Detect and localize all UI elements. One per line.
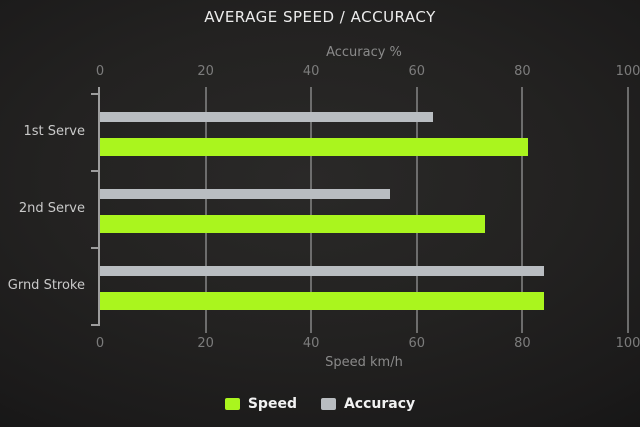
tick-label-40: 40 bbox=[302, 64, 320, 79]
category-labels: 1st Serve 2nd Serve Grnd Stroke bbox=[0, 0, 85, 427]
gridline-20 bbox=[204, 87, 207, 333]
tick-label-100: 100 bbox=[615, 336, 640, 351]
plot-area bbox=[91, 87, 629, 333]
tick-label-40: 40 bbox=[302, 336, 320, 351]
top-axis-ticks: 0 20 40 60 80 100 bbox=[0, 64, 640, 80]
bar-accuracy-2[interactable] bbox=[100, 266, 544, 276]
tick-label-100: 100 bbox=[615, 64, 640, 79]
legend-swatch-accuracy bbox=[320, 398, 336, 410]
legend-swatch-speed bbox=[224, 398, 240, 410]
category-axis-tick-1 bbox=[91, 170, 99, 172]
category-label-0: 1st Serve bbox=[23, 123, 85, 139]
bar-accuracy-0[interactable] bbox=[100, 112, 433, 122]
category-axis-tick-2 bbox=[91, 247, 99, 249]
bar-speed-0[interactable] bbox=[100, 138, 528, 156]
chart-title: AVERAGE SPEED / ACCURACY bbox=[204, 8, 436, 26]
category-label-1: 2nd Serve bbox=[18, 200, 85, 216]
legend-label-speed: Speed bbox=[247, 396, 297, 412]
category-label-2: Grnd Stroke bbox=[7, 277, 85, 293]
tick-label-60: 60 bbox=[408, 336, 426, 351]
tick-label-0: 0 bbox=[95, 64, 105, 79]
tick-label-80: 80 bbox=[514, 64, 531, 79]
tick-label-0: 0 bbox=[95, 336, 105, 351]
gridline-40 bbox=[310, 87, 313, 333]
legend-item-accuracy[interactable]: Accuracy bbox=[320, 396, 416, 412]
bar-speed-1[interactable] bbox=[100, 215, 486, 233]
gridline-80 bbox=[521, 87, 524, 333]
legend-item-speed[interactable]: Speed bbox=[224, 396, 297, 412]
top-axis-title: Accuracy % bbox=[326, 45, 402, 60]
tick-label-80: 80 bbox=[514, 336, 531, 351]
bottom-axis-ticks: 0 20 40 60 80 100 bbox=[0, 336, 640, 352]
tick-label-20: 20 bbox=[197, 64, 214, 79]
gridline-100 bbox=[627, 87, 629, 333]
bar-speed-2[interactable] bbox=[100, 292, 544, 310]
tick-label-60: 60 bbox=[408, 64, 426, 79]
category-axis-tick-0 bbox=[91, 93, 99, 95]
category-axis-line bbox=[98, 87, 100, 326]
legend: Speed Accuracy bbox=[0, 396, 640, 412]
tick-label-20: 20 bbox=[197, 336, 214, 351]
bar-accuracy-1[interactable] bbox=[100, 189, 391, 199]
gridline-60 bbox=[415, 87, 418, 333]
category-axis-tick-3 bbox=[91, 324, 99, 326]
bottom-axis-title: Speed km/h bbox=[325, 355, 403, 370]
legend-label-accuracy: Accuracy bbox=[343, 396, 416, 412]
